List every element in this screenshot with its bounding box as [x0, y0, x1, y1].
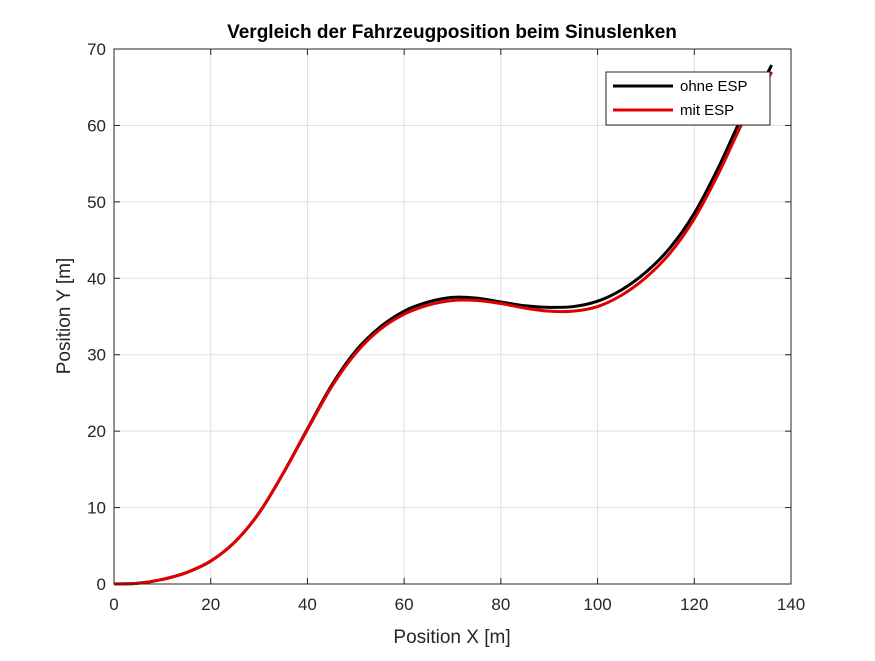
- series-layer: [113, 64, 773, 586]
- plot-area: [114, 49, 791, 584]
- y-tick-label: 60: [87, 116, 106, 135]
- y-tick-label: 50: [87, 193, 106, 212]
- x-tick-label: 0: [109, 595, 118, 614]
- y-axis-label: Position Y [m]: [54, 258, 75, 375]
- y-tick-label: 40: [87, 269, 106, 288]
- x-tick-label: 140: [777, 595, 805, 614]
- ticks: [113, 48, 792, 585]
- x-tick-label: 40: [298, 595, 317, 614]
- tick-labels: 0 20 40 60 80 100 120 140 0 10 20 30 40 50 60 70: [87, 40, 805, 614]
- x-axis-label: Position X [m]: [393, 627, 510, 648]
- y-tick-label: 0: [97, 575, 106, 594]
- x-tick-label: 100: [583, 595, 611, 614]
- x-tick-label: 20: [201, 595, 220, 614]
- axes-box: [113, 48, 792, 585]
- y-tick-label: 30: [87, 346, 106, 365]
- y-tick-label: 70: [87, 40, 106, 59]
- y-tick-label: 20: [87, 422, 106, 441]
- legend: ohne ESP mit ESP: [605, 71, 771, 126]
- x-tick-label: 60: [395, 595, 414, 614]
- chart-title: Vergleich der Fahrzeugposition beim Sinu…: [227, 22, 677, 43]
- legend-box: [605, 71, 771, 126]
- legend-label-mit-esp: mit ESP: [680, 102, 734, 119]
- x-tick-label: 120: [680, 595, 708, 614]
- y-tick-label: 10: [87, 499, 106, 518]
- legend-label-ohne-esp: ohne ESP: [680, 78, 748, 95]
- x-tick-label: 80: [491, 595, 510, 614]
- series-line-mit-esp: [113, 71, 773, 586]
